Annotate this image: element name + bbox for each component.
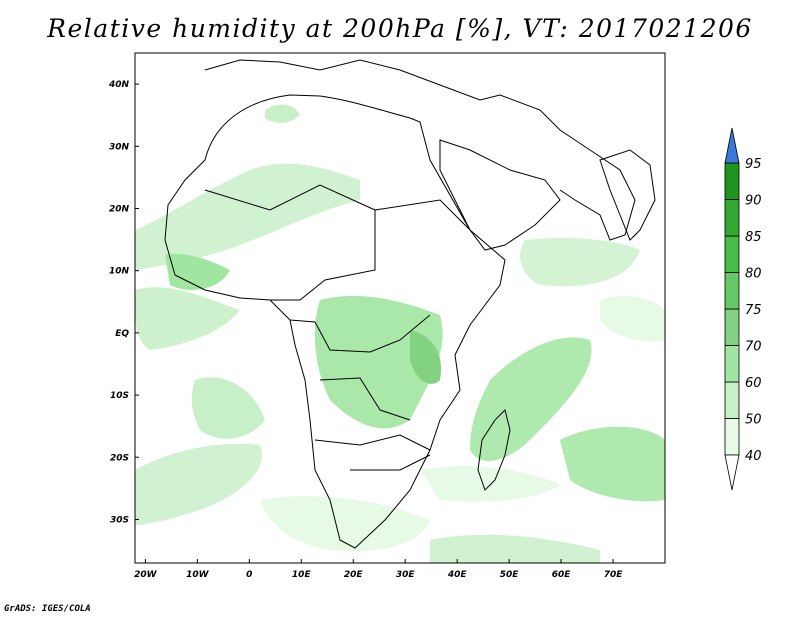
x-tick-label: 10W [186,570,210,580]
colorbar-label: 90 [745,194,762,209]
x-tick-label: 60E [552,570,572,580]
colorbar-label: 40 [745,449,762,464]
humidity-shading [135,104,665,563]
grads-credit: GrADS: IGES/COLA [4,604,91,614]
colorbar-over-triangle [724,127,740,164]
y-tick-label: 10S [110,391,129,401]
colorbar-segment [724,345,740,383]
y-tick-label: EQ [115,329,129,339]
x-tick-label: 30E [396,570,416,580]
y-tick-label: 10N [109,267,130,277]
y-tick-label: 30N [109,142,130,152]
humidity-patch-central [314,295,443,429]
country-borders [204,184,471,471]
humidity-patch-north [265,104,300,123]
coastlines [164,59,656,549]
humidity-patch-arabian-sea [520,238,640,287]
india-outline [599,149,656,241]
humidity-band-west-africa [135,287,240,350]
humidity-band-north-indian [600,295,665,342]
humidity-band-south-east [420,465,560,502]
colorbar-segment [724,308,740,346]
colorbar-segment [724,199,740,237]
colorbar-segment [724,162,740,200]
colorbar-label: 95 [745,157,762,172]
colorbar-segment [724,381,740,419]
colorbar-label: 85 [745,230,762,245]
x-tick-label: 50E [500,570,520,580]
x-tick-label: 20W [134,570,158,580]
colorbar-under-triangle [724,454,740,491]
colorbar-label: 75 [745,303,762,318]
colorbar-segment [724,418,740,456]
colorbar-label: 50 [745,413,762,428]
map-title: Relative humidity at 200hPa [%], VT: 201… [47,14,753,43]
humidity-band-far-south [430,534,600,563]
arabian-peninsula-outline [439,139,561,251]
colorbar-segment [724,272,740,310]
y-tick-label: 40N [108,80,130,90]
x-tick-label: 10E [292,570,312,580]
y-tick-label: 20S [110,453,129,463]
colorbar: 40 50 60 70 75 80 85 90 95 [724,127,762,491]
colorbar-segment [724,235,740,273]
humidity-patch-southeast [560,426,665,502]
y-tick-label: 30S [110,515,129,525]
x-tick-label: 20E [344,570,364,580]
colorbar-label: 60 [745,376,762,391]
humidity-band-sahara [135,163,360,270]
plot-frame [134,52,666,564]
y-tick-label: 20N [109,204,130,214]
humidity-band-south-atlantic [135,443,262,525]
madagascar-outline [477,409,511,491]
x-tick-label: 40E [447,570,468,580]
x-axis-ticks: 20W 10W 0 10E 20E 30E 40E 50E 60E 70E [134,559,623,580]
humidity-patch-east-africa [410,330,441,384]
europe-coastline [204,59,636,241]
colorbar-label: 70 [745,340,762,355]
y-axis-ticks: 40N 30N 20N 10N EQ 10S 20S 30S [108,80,139,525]
x-tick-label: 0 [246,570,252,580]
colorbar-label: 80 [745,267,762,282]
humidity-band-south [260,496,430,552]
humidity-band-indian-ocean [470,337,592,461]
humidity-band-southwest [191,377,265,439]
x-tick-label: 70E [604,570,624,580]
africa-coastline [164,94,506,549]
humidity-patch-gulf [165,253,230,290]
